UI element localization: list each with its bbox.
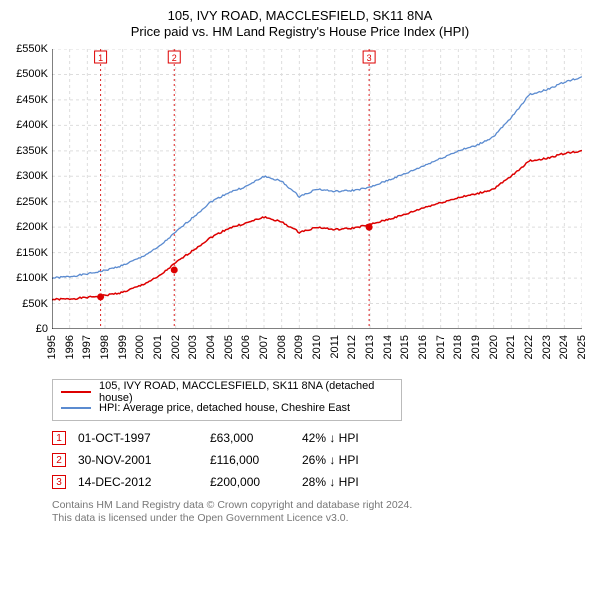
y-tick-label: £400K xyxy=(16,119,48,131)
x-tick-label: 1996 xyxy=(64,335,76,359)
legend-swatch-hpi xyxy=(61,407,91,409)
sale-price-1: £63,000 xyxy=(210,431,290,445)
y-tick-label: £200K xyxy=(16,221,48,233)
sale-date-3: 14-DEC-2012 xyxy=(78,475,198,489)
y-tick-label: £300K xyxy=(16,170,48,182)
sale-diff-3: 28% ↓ HPI xyxy=(302,475,392,489)
y-tick-label: £250K xyxy=(16,196,48,208)
x-tick-label: 2022 xyxy=(523,335,535,359)
x-tick-label: 2013 xyxy=(364,335,376,359)
svg-text:3: 3 xyxy=(367,53,372,63)
x-tick-label: 2003 xyxy=(187,335,199,359)
y-tick-label: £450K xyxy=(16,94,48,106)
x-tick-label: 2024 xyxy=(558,335,570,359)
sale-row-1: 1 01-OCT-1997 £63,000 42% ↓ HPI xyxy=(52,427,590,449)
x-tick-label: 2011 xyxy=(329,335,341,359)
sale-diff-2: 26% ↓ HPI xyxy=(302,453,392,467)
x-tick-label: 1997 xyxy=(81,335,93,359)
legend-label-property: 105, IVY ROAD, MACCLESFIELD, SK11 8NA (d… xyxy=(99,380,393,404)
x-tick-label: 1998 xyxy=(99,335,111,359)
x-tick-label: 2016 xyxy=(417,335,429,359)
plot-region: 1 2 3 xyxy=(52,49,582,329)
x-tick-label: 2025 xyxy=(576,335,588,359)
sale-price-2: £116,000 xyxy=(210,453,290,467)
y-tick-label: £0 xyxy=(36,323,48,335)
legend-box: 105, IVY ROAD, MACCLESFIELD, SK11 8NA (d… xyxy=(52,379,402,421)
x-tick-label: 2018 xyxy=(452,335,464,359)
x-tick-label: 2014 xyxy=(382,335,394,359)
footer-line-1: Contains HM Land Registry data © Crown c… xyxy=(52,499,590,512)
x-tick-label: 2012 xyxy=(346,335,358,359)
sale-marker-box-2: 2 xyxy=(52,453,66,467)
x-tick-label: 2021 xyxy=(505,335,517,359)
sale-date-2: 30-NOV-2001 xyxy=(78,453,198,467)
footer-attribution: Contains HM Land Registry data © Crown c… xyxy=(52,499,590,525)
x-tick-label: 2006 xyxy=(240,335,252,359)
y-tick-label: £550K xyxy=(16,43,48,55)
sale-row-2: 2 30-NOV-2001 £116,000 26% ↓ HPI xyxy=(52,449,590,471)
svg-text:2: 2 xyxy=(172,53,177,63)
y-tick-label: £100K xyxy=(16,272,48,284)
sale-date-1: 01-OCT-1997 xyxy=(78,431,198,445)
sale-diff-1: 42% ↓ HPI xyxy=(302,431,392,445)
svg-text:1: 1 xyxy=(98,53,103,63)
plot-svg: 1 2 3 xyxy=(52,49,582,329)
x-tick-label: 2002 xyxy=(170,335,182,359)
title-line-1: 105, IVY ROAD, MACCLESFIELD, SK11 8NA xyxy=(10,8,590,23)
x-tick-label: 2007 xyxy=(258,335,270,359)
x-tick-label: 1995 xyxy=(46,335,58,359)
y-tick-label: £500K xyxy=(16,68,48,80)
x-tick-label: 2010 xyxy=(311,335,323,359)
x-tick-label: 2000 xyxy=(134,335,146,359)
sale-marker-box-3: 3 xyxy=(52,475,66,489)
x-tick-label: 2019 xyxy=(470,335,482,359)
sale-row-3: 3 14-DEC-2012 £200,000 28% ↓ HPI xyxy=(52,471,590,493)
y-axis-labels: £0£50K£100K£150K£200K£250K£300K£350K£400… xyxy=(10,49,50,329)
sale-price-3: £200,000 xyxy=(210,475,290,489)
x-axis-labels: 1995199619971998199920002001200220032004… xyxy=(52,333,582,375)
x-tick-label: 2008 xyxy=(276,335,288,359)
title-line-2: Price paid vs. HM Land Registry's House … xyxy=(10,24,590,39)
x-tick-label: 2005 xyxy=(223,335,235,359)
footer-line-2: This data is licensed under the Open Gov… xyxy=(52,512,590,525)
x-tick-label: 2015 xyxy=(399,335,411,359)
x-tick-label: 2017 xyxy=(435,335,447,359)
x-tick-label: 2020 xyxy=(488,335,500,359)
x-tick-label: 1999 xyxy=(117,335,129,359)
x-tick-label: 2009 xyxy=(293,335,305,359)
chart-titles: 105, IVY ROAD, MACCLESFIELD, SK11 8NA Pr… xyxy=(10,8,590,39)
x-tick-label: 2001 xyxy=(152,335,164,359)
x-tick-label: 2004 xyxy=(205,335,217,359)
chart-area: £0 £50K £100K £150K £200K £250K £300K £350K £400… xyxy=(10,45,590,375)
legend-row-hpi: HPI: Average price, detached house, Ches… xyxy=(61,400,393,416)
y-tick-label: £150K xyxy=(16,247,48,259)
legend-label-hpi: HPI: Average price, detached house, Ches… xyxy=(99,402,350,414)
x-tick-label: 2023 xyxy=(541,335,553,359)
sales-table: 1 01-OCT-1997 £63,000 42% ↓ HPI 2 30-NOV… xyxy=(52,427,590,493)
legend-swatch-property xyxy=(61,391,91,393)
sale-marker-box-1: 1 xyxy=(52,431,66,445)
legend-row-property: 105, IVY ROAD, MACCLESFIELD, SK11 8NA (d… xyxy=(61,384,393,400)
y-tick-label: £50K xyxy=(22,298,48,310)
y-tick-label: £350K xyxy=(16,145,48,157)
